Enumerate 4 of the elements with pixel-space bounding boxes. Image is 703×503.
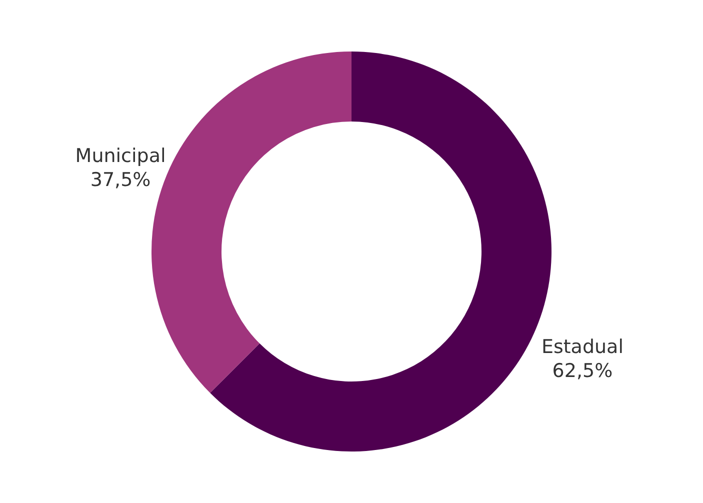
slice-label: Municipal (75, 144, 166, 167)
data-label: 62,5% (552, 360, 613, 382)
data-label: 37,5% (90, 168, 151, 191)
slice-label: Estadual (541, 336, 624, 358)
